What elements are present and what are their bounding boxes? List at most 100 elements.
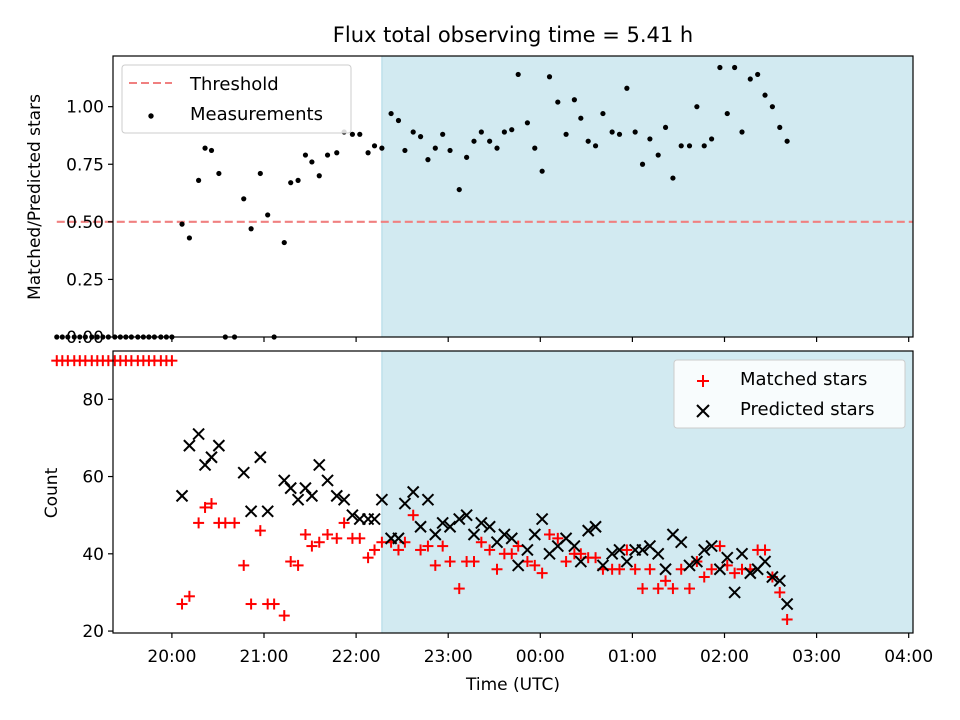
- predicted-star-point: [698, 543, 711, 557]
- measurement-point: [59, 334, 65, 340]
- measurement-point: [571, 97, 577, 103]
- measurement-point: [388, 110, 394, 117]
- predicted-star-stroke-b: [666, 528, 680, 541]
- top-y-axis-label: Matched/Predicted stars: [25, 94, 45, 300]
- predicted-star-stroke-b: [337, 493, 351, 506]
- matched-star-point: [254, 525, 266, 537]
- measurement-point: [546, 74, 553, 80]
- predicted-star-stroke-b: [398, 497, 412, 510]
- measurement-point: [425, 157, 431, 163]
- predicted-star-stroke-b: [773, 574, 786, 588]
- matched-star-point: [415, 544, 427, 556]
- predicted-star-stroke-b: [659, 563, 672, 576]
- matched-star-point: [444, 556, 456, 568]
- matched-star-point: [278, 610, 290, 622]
- matched-star-point: [506, 548, 518, 560]
- predicted-star-point: [744, 566, 757, 580]
- x-tick-label: 02:00: [700, 647, 749, 667]
- measurement-point: [202, 145, 208, 151]
- bottom-y-tick-label: 60: [82, 468, 104, 488]
- matched-star-point: [219, 517, 231, 529]
- measurement-point: [494, 145, 500, 151]
- x-tick-label: 04:00: [884, 647, 933, 667]
- predicted-star-point: [589, 520, 602, 533]
- predicted-star-point: [605, 547, 619, 561]
- matched-star-point: [299, 528, 311, 540]
- measurement-point: [281, 239, 287, 246]
- matched-star-point: [199, 501, 211, 513]
- predicted-star-point: [467, 528, 481, 541]
- measurement-point: [555, 99, 561, 105]
- predicted-star-stroke-b: [651, 547, 665, 561]
- predicted-star-stroke-b: [498, 528, 511, 541]
- measurement-point: [410, 129, 416, 135]
- matched-star-point: [714, 540, 726, 552]
- measurement-point: [732, 64, 738, 71]
- predicted-star-stroke-b: [528, 528, 541, 541]
- measurement-point: [515, 71, 521, 78]
- predicted-star-stroke-b: [613, 543, 626, 557]
- predicted-star-stroke-b: [675, 536, 688, 549]
- top-x-ticks: [171, 337, 910, 342]
- matched-star-point: [354, 532, 366, 544]
- legend-matched-label: Matched stars: [740, 369, 867, 390]
- predicted-star-stroke-b: [589, 520, 602, 533]
- measurement-point: [295, 177, 301, 183]
- predicted-star-point: [192, 427, 205, 441]
- matched-star-point: [369, 544, 381, 556]
- measurement-point: [82, 334, 88, 340]
- matched-star-point: [176, 598, 188, 610]
- matched-star-point: [621, 544, 633, 556]
- matched-star-point: [245, 598, 257, 610]
- predicted-star-stroke-b: [744, 566, 757, 580]
- predicted-star-point: [713, 563, 727, 576]
- matched-star-point: [422, 540, 434, 552]
- predicted-star-stroke-b: [175, 489, 189, 503]
- predicted-star-stroke-b: [321, 474, 334, 487]
- predicted-star-stroke-b: [453, 512, 466, 526]
- predicted-star-point: [721, 551, 734, 564]
- predicted-star-point: [483, 520, 496, 533]
- measurement-point: [257, 170, 263, 177]
- measurement-point: [632, 129, 638, 135]
- matched-star-point: [429, 559, 441, 571]
- predicted-star-point: [421, 493, 435, 506]
- predicted-star-stroke-b: [284, 481, 297, 495]
- matched-star-point: [781, 613, 793, 625]
- matched-star-point: [667, 583, 679, 595]
- x-axis-label: Time (UTC): [465, 675, 560, 695]
- measurement-point: [365, 150, 371, 156]
- matched-star-point: [468, 556, 480, 568]
- predicted-star-stroke-b: [330, 489, 343, 503]
- measurement-point: [334, 150, 340, 156]
- matched-star-point: [590, 552, 602, 564]
- measurement-point: [609, 129, 615, 135]
- bottom-y-tick-label: 80: [82, 390, 104, 410]
- predicted-star-stroke-b: [521, 543, 534, 557]
- bottom-y-tick-label: 20: [82, 622, 104, 642]
- predicted-star-point: [535, 512, 549, 526]
- measurement-point: [739, 129, 745, 135]
- measurement-points: [54, 64, 790, 340]
- bottom-legend: Matched stars Predicted stars: [673, 359, 906, 429]
- predicted-star-stroke-b: [690, 555, 704, 568]
- predicted-star-stroke-b: [636, 543, 649, 557]
- predicted-star-stroke-b: [605, 547, 619, 561]
- predicted-star-point: [498, 528, 511, 541]
- predicted-star-stroke-b: [278, 474, 291, 487]
- matched-star-point: [484, 544, 496, 556]
- matched-star-point: [660, 575, 672, 587]
- matched-star-point: [629, 563, 641, 575]
- predicted-star-stroke-b: [421, 493, 435, 506]
- x-tick-label: 22:00: [332, 647, 381, 667]
- measurement-point: [316, 173, 322, 179]
- measurement-point: [701, 143, 707, 149]
- predicted-star-stroke-b: [505, 532, 518, 545]
- matched-star-point: [475, 536, 487, 548]
- predicted-star-stroke-b: [368, 512, 381, 526]
- measurement-point: [616, 131, 623, 137]
- predicted-star-stroke-b: [244, 505, 258, 518]
- top-panel: 0.00 0.25 0.50 0.75 1.00 Matched/Predicted s…: [25, 55, 914, 348]
- predicted-star-stroke-b: [683, 559, 696, 572]
- bottom-y-axis: 20 40 60 80: [82, 390, 113, 642]
